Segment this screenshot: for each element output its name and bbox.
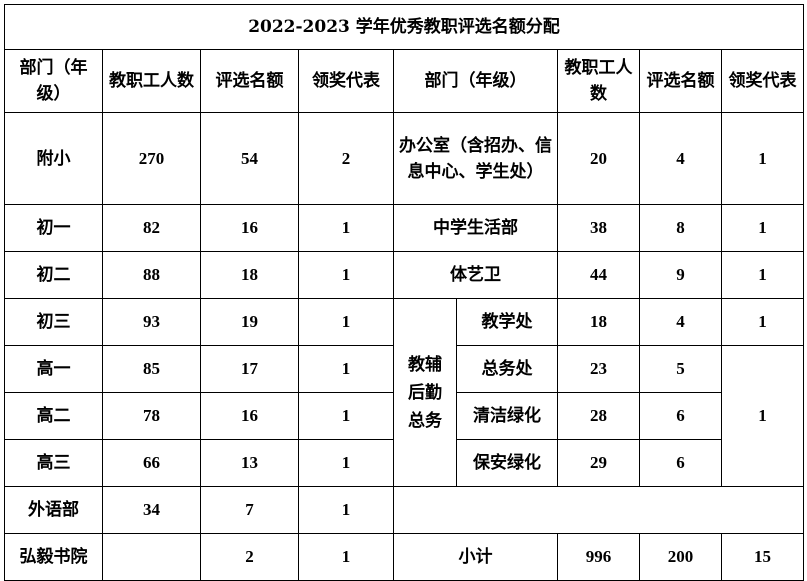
dept-cell: 弘毅书院 [4, 533, 103, 581]
staff-cell-support: 23 [557, 345, 640, 393]
dept-cell: 高一 [4, 345, 103, 393]
staff-cell-office: 20 [557, 112, 640, 205]
staff-cell-student-life: 38 [557, 204, 640, 252]
subtotal-label: 小计 [393, 533, 558, 581]
empty-cell [393, 486, 804, 534]
dept-cell-pe-arts: 体艺卫 [393, 251, 558, 299]
rep-cell: 1 [298, 204, 394, 252]
quota-cell-pe-arts: 9 [639, 251, 722, 299]
rep-cell: 1 [298, 439, 394, 487]
table-row: 高二 78 16 1 清洁绿化 28 6 [4, 392, 804, 440]
title-row: 2022-2023 学年优秀教职评选名额分配 [4, 4, 804, 50]
staff-cell [102, 533, 201, 581]
quota-cell: 19 [200, 298, 299, 346]
header-quota: 评选名额 [200, 49, 299, 113]
rep-cell: 1 [298, 251, 394, 299]
subtotal-quota: 200 [639, 533, 722, 581]
quota-cell: 2 [200, 533, 299, 581]
dept-cell: 高三 [4, 439, 103, 487]
rep-cell: 1 [298, 392, 394, 440]
staff-cell-pe-arts: 44 [557, 251, 640, 299]
dept-cell: 初三 [4, 298, 103, 346]
staff-cell: 270 [102, 112, 201, 205]
table-title: 2022-2023 学年优秀教职评选名额分配 [4, 4, 804, 50]
quota-cell: 7 [200, 486, 299, 534]
quota-cell: 16 [200, 392, 299, 440]
header-row: 部门（年级） 教职工人数 评选名额 领奖代表 部门（年级） 教职工人数 评选名额… [4, 49, 804, 113]
staff-cell: 34 [102, 486, 201, 534]
dept-cell-support: 总务处 [456, 345, 558, 393]
rep-cell-office: 1 [721, 112, 804, 205]
dept-cell: 初一 [4, 204, 103, 252]
rep-cell: 1 [298, 345, 394, 393]
table-row: 初一 82 16 1 中学生活部 38 8 1 [4, 204, 804, 252]
quota-table: 2022-2023 学年优秀教职评选名额分配 部门（年级） 教职工人数 评选名额… [4, 4, 804, 581]
rep-cell-pe-arts: 1 [721, 251, 804, 299]
table-row: 附小 270 54 2 办公室（含招办、信息中心、学生处） 20 4 1 [4, 112, 804, 205]
rep-cell: 2 [298, 112, 394, 205]
quota-cell-support: 5 [639, 345, 722, 393]
quota-cell-support: 6 [639, 392, 722, 440]
table-row: 高一 85 17 1 总务处 23 5 1 [4, 345, 804, 487]
support-group-label: 教辅后勤总务 [408, 354, 442, 431]
staff-cell-support: 18 [557, 298, 640, 346]
rep-cell: 1 [298, 533, 394, 581]
table-row: 外语部 34 7 1 [4, 486, 804, 534]
quota-cell: 18 [200, 251, 299, 299]
table-row: 初三 93 19 1 教辅后勤总务 教学处 18 4 1 [4, 298, 804, 487]
header-staff: 教职工人数 [102, 49, 201, 113]
staff-cell: 82 [102, 204, 201, 252]
header-rep: 领奖代表 [298, 49, 394, 113]
support-group-cell: 教辅后勤总务 [393, 298, 457, 487]
staff-cell: 85 [102, 345, 201, 393]
dept-cell-support: 教学处 [456, 298, 558, 346]
header-dept: 部门（年级） [4, 49, 103, 113]
dept-cell-support: 清洁绿化 [456, 392, 558, 440]
rep-cell: 1 [298, 486, 394, 534]
dept-cell: 外语部 [4, 486, 103, 534]
staff-cell-support: 29 [557, 439, 640, 487]
rep-cell: 1 [298, 298, 394, 346]
quota-cell-office: 4 [639, 112, 722, 205]
rep-cell-support: 1 [721, 345, 804, 487]
quota-cell: 54 [200, 112, 299, 205]
subtotal-staff: 996 [557, 533, 640, 581]
staff-cell: 93 [102, 298, 201, 346]
table-row: 初二 88 18 1 体艺卫 44 9 1 [4, 251, 804, 299]
header-rep-2: 领奖代表 [721, 49, 804, 113]
header-staff-2: 教职工人数 [557, 49, 640, 113]
dept-cell-support: 保安绿化 [456, 439, 558, 487]
staff-cell: 78 [102, 392, 201, 440]
staff-cell-support: 28 [557, 392, 640, 440]
dept-cell: 高二 [4, 392, 103, 440]
rep-cell-student-life: 1 [721, 204, 804, 252]
dept-cell: 附小 [4, 112, 103, 205]
staff-cell: 66 [102, 439, 201, 487]
staff-cell: 88 [102, 251, 201, 299]
quota-cell: 17 [200, 345, 299, 393]
quota-cell: 13 [200, 439, 299, 487]
subtotal-rep: 15 [721, 533, 804, 581]
dept-cell: 初二 [4, 251, 103, 299]
quota-cell-support: 4 [639, 298, 722, 346]
table-row: 高三 66 13 1 保安绿化 29 6 [4, 439, 804, 487]
header-dept-2: 部门（年级） [393, 49, 558, 113]
quota-cell-support: 6 [639, 439, 722, 487]
quota-cell: 16 [200, 204, 299, 252]
header-quota-2: 评选名额 [639, 49, 722, 113]
dept-cell-student-life: 中学生活部 [393, 204, 558, 252]
quota-cell-student-life: 8 [639, 204, 722, 252]
table-row: 弘毅书院 2 1 小计 996 200 15 [4, 533, 804, 581]
dept-cell-office: 办公室（含招办、信息中心、学生处） [393, 112, 558, 205]
rep-cell-teaching: 1 [721, 298, 804, 346]
